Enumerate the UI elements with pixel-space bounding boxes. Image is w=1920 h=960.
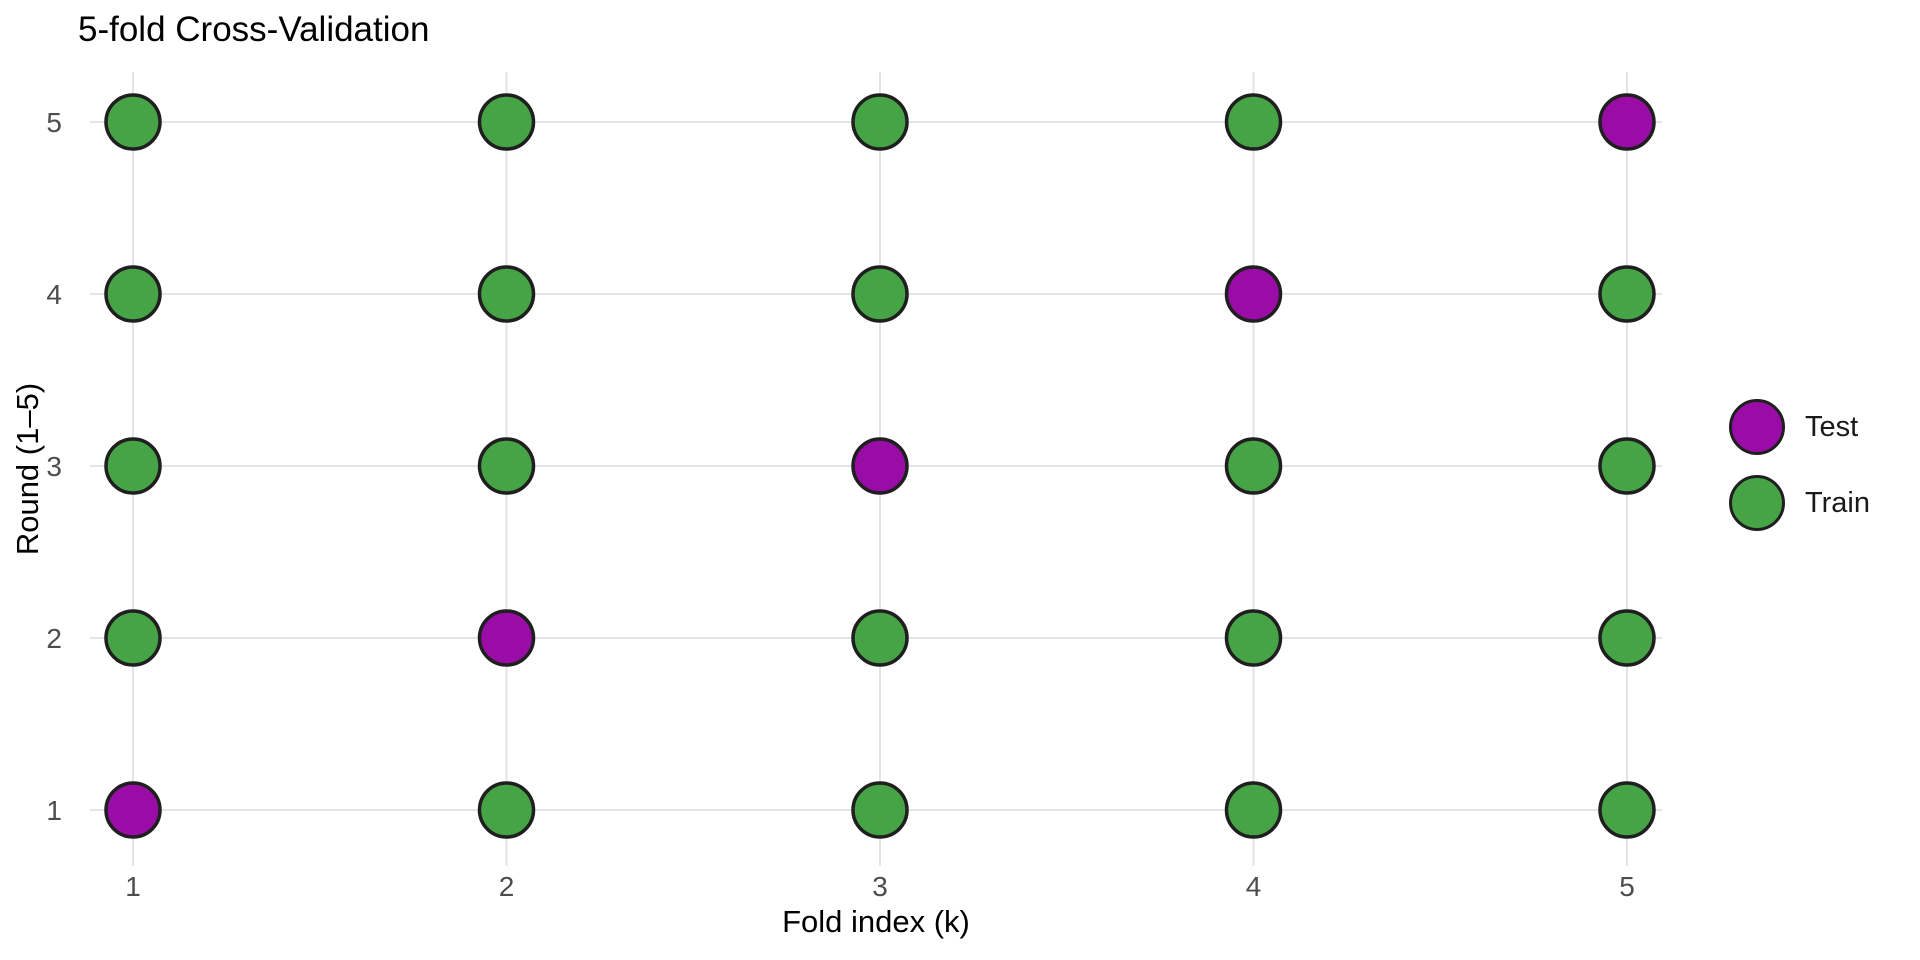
data-point-test [104,781,162,839]
data-point-test [1598,93,1656,151]
y-tick-label: 4 [46,279,62,310]
legend-label-test: Test [1805,410,1859,443]
data-point-train [104,93,162,151]
y-tick-label: 3 [46,451,62,482]
data-point-train [104,265,162,323]
legend-swatch-test-icon [1729,399,1785,455]
data-point-train [1598,609,1656,667]
x-tick-label: 4 [1246,871,1262,902]
legend-item-test: Test [1729,399,1870,455]
data-point-train [851,609,909,667]
data-point-train [851,93,909,151]
x-axis-label: Fold index (k) [782,904,970,939]
y-tick-label: 5 [46,107,62,138]
data-point-train [1224,437,1283,495]
y-tick-label: 1 [46,795,62,826]
y-axis-label: Round (1–5) [10,382,45,556]
data-point-train [477,781,536,839]
data-point-train [1598,437,1656,495]
data-point-train [851,781,909,839]
legend-swatch-train-icon [1729,475,1785,531]
data-point-train [1598,265,1656,323]
data-point-train [477,93,536,151]
data-point-train [1224,93,1283,151]
data-point-train [1598,781,1656,839]
data-point-train [1224,781,1283,839]
data-point-train [1224,609,1283,667]
y-tick-label: 2 [46,623,62,654]
data-point-test [477,609,536,667]
data-point-train [104,437,162,495]
chart-title: 5-fold Cross-Validation [78,10,430,49]
legend-item-train: Train [1729,475,1870,531]
data-point-test [851,437,909,495]
x-tick-label: 1 [125,871,141,902]
legend-label-train: Train [1805,486,1870,519]
x-tick-label: 3 [872,871,888,902]
data-point-test [1224,265,1283,323]
legend: Test Train [1729,399,1870,531]
data-point-train [851,265,909,323]
data-point-train [477,437,536,495]
x-tick-label: 2 [499,871,515,902]
data-point-train [104,609,162,667]
x-tick-label: 5 [1619,871,1635,902]
data-point-train [477,265,536,323]
